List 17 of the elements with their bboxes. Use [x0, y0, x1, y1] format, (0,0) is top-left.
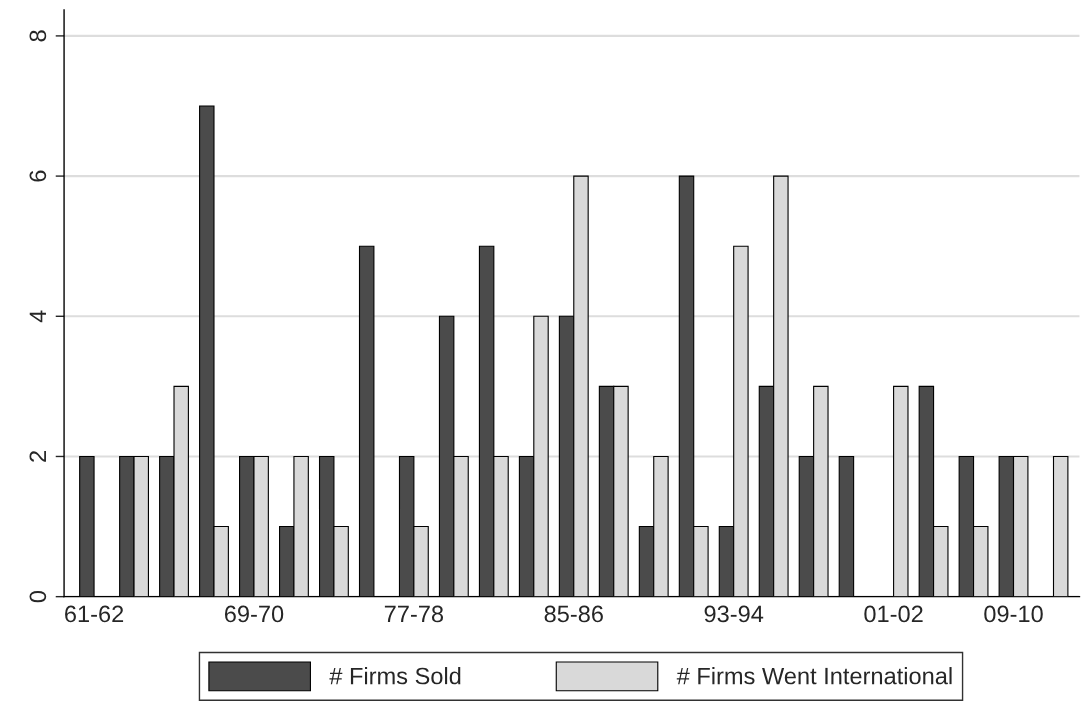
legend-label: # Firms Went International — [676, 667, 952, 685]
x-tick-label: 85-86 — [544, 605, 603, 623]
x-tick-label: 61-62 — [65, 605, 124, 623]
y-tick-label: 0 — [29, 591, 47, 603]
x-tick-label: 77-78 — [384, 605, 444, 623]
bar — [838, 455, 855, 597]
x-tick-label: 01-02 — [864, 605, 923, 623]
y-tick-label: 2 — [29, 451, 46, 462]
y-tick-label: 6 — [29, 170, 47, 182]
bar — [79, 455, 95, 597]
x-tick-label: 93-94 — [704, 605, 764, 623]
bar — [358, 245, 375, 597]
x-tick-label: 09-10 — [984, 605, 1043, 623]
y-tick-label: 4 — [29, 310, 46, 323]
y-tick-label: 8 — [29, 30, 47, 42]
x-tick-label: 69-70 — [224, 605, 284, 623]
legend-label: # Firms Sold — [329, 667, 461, 685]
